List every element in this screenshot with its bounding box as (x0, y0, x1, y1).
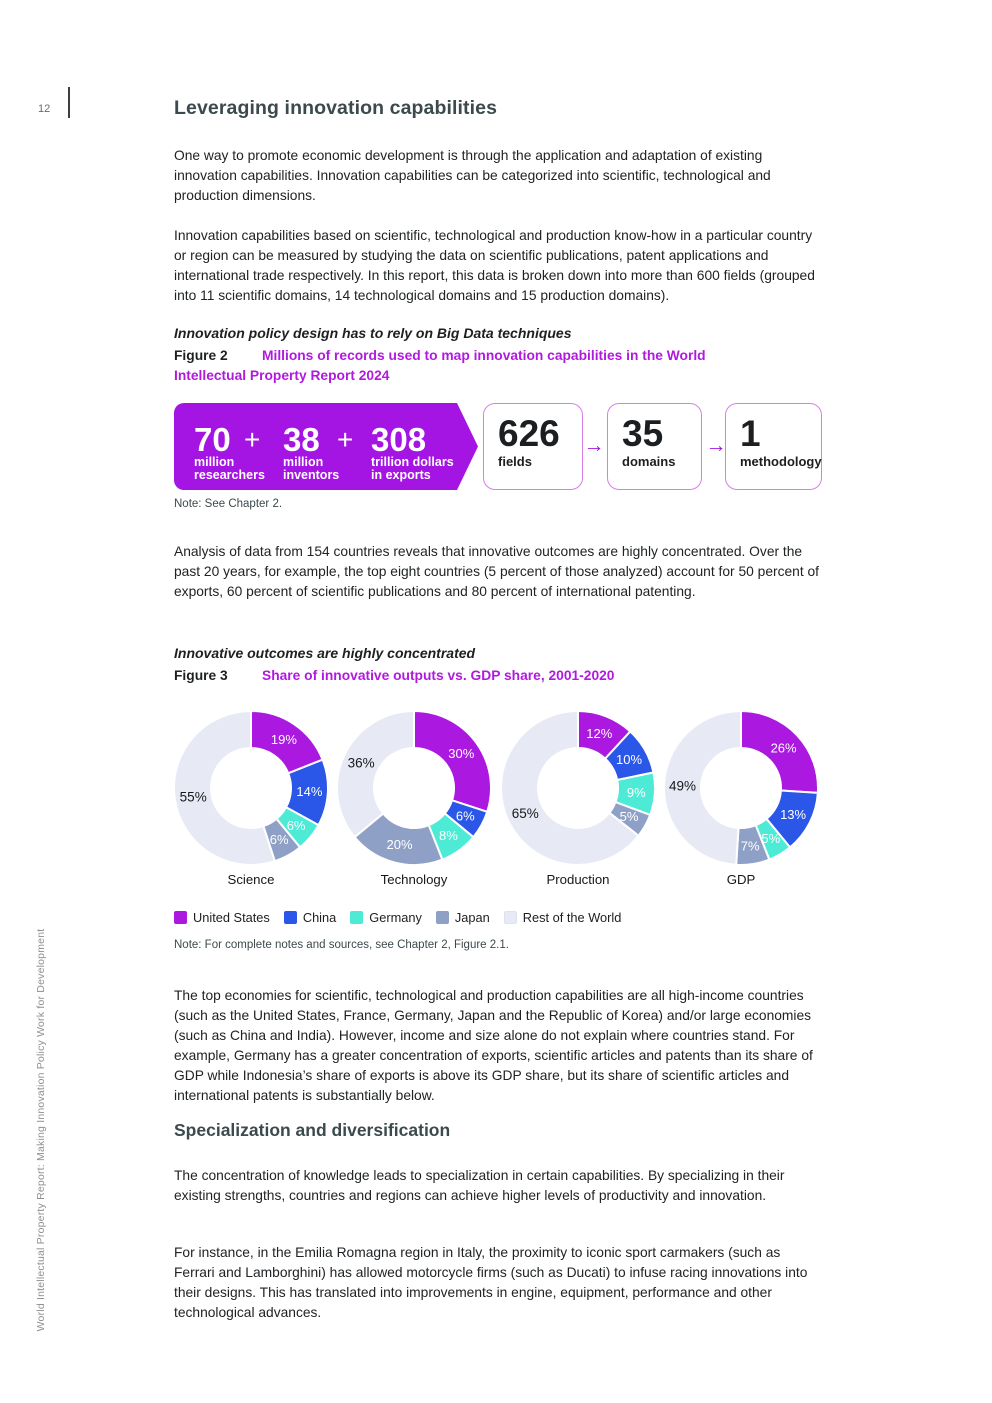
figure2-note: Note: See Chapter 2. (174, 498, 283, 510)
fields-label: fields (498, 454, 532, 469)
slice-value-label: 8% (439, 828, 458, 843)
fields-count: 626 (498, 413, 560, 454)
legend-item-rest-of-world: Rest of the World (503, 910, 621, 925)
slice-value-label: 6% (456, 809, 475, 824)
right-arrow-icon: → (705, 434, 727, 457)
stat-inventors-value: 38 (283, 421, 320, 458)
figure3-donut-charts: 19% 14% 6% 6% 55% 30% 6% 8% 20% 36% 12% 10% 9% 5% 65% 2… (174, 705, 822, 895)
chart-label-science: Science (227, 872, 275, 887)
plus-sign: + (244, 424, 261, 455)
legend-item-germany: Germany (350, 910, 422, 925)
legend-item-china: China (283, 910, 336, 925)
domains-box: 35 domains (607, 403, 702, 490)
figure3-kicker: Innovative outcomes are highly concentra… (174, 645, 476, 661)
legend-swatch-germany (350, 911, 364, 924)
paragraph-1: One way to promote economic development … (174, 148, 771, 203)
stat-researchers-label: million researchers (194, 455, 265, 482)
stat-exports-label: trillion dollars in exports (371, 455, 454, 482)
donut-slice-technology-rest-of-the-world (336, 710, 415, 839)
figure3-caption: Figure 3 Share of innovative outputs vs. … (174, 666, 822, 686)
domains-count: 35 (622, 413, 664, 454)
chart-label-technology: Technology (380, 872, 448, 887)
paragraph-3: Analysis of data from 154 countries reve… (174, 544, 819, 599)
slice-value-label: 6% (270, 832, 289, 847)
legend-item-united-states: United States (174, 910, 270, 925)
right-arrow-icon: → (583, 434, 605, 457)
slice-value-label: 65% (512, 806, 539, 821)
section-heading-leveraging: Leveraging innovation capabilities (174, 97, 498, 119)
slice-value-label: 10% (616, 752, 642, 767)
slice-value-label: 14% (296, 784, 322, 799)
slice-value-label: 9% (627, 785, 646, 800)
fields-box: 626 fields (483, 403, 583, 490)
donut-slice-gdp-rest-of-the-world (662, 710, 742, 866)
stat-researchers-value: 70 (194, 421, 231, 458)
donut-slice-technology-united-states (413, 710, 492, 813)
plus-sign: + (337, 424, 354, 455)
figure2-caption: Figure 2 Millions of records used to map … (174, 346, 822, 386)
slice-value-label: 6% (287, 818, 306, 833)
donut-slice-gdp-united-states (740, 710, 819, 794)
slice-value-label: 20% (386, 837, 412, 852)
report-title-vertical: World Intellectual Property Report: Maki… (35, 928, 47, 1332)
margin-rule (68, 87, 70, 118)
chart-label-gdp: GDP (726, 872, 756, 887)
purple-arrow-banner (174, 403, 478, 490)
figure2-kicker: Innovation policy design has to rely on … (174, 325, 572, 341)
methodology-label: methodology (740, 454, 822, 469)
section-heading-specialization: Specialization and diversification (174, 1120, 451, 1140)
slice-value-label: 49% (669, 779, 696, 794)
donut-chart-canvas: 19%14%6%6%55%30%6%8%20%36%12%10%9%5%65%2… (174, 710, 819, 866)
chart-legend: United States China Germany Japan Rest o… (174, 910, 822, 925)
figure3-note: Note: For complete notes and sources, se… (174, 939, 509, 951)
stat-inventors-label: million inventors (283, 455, 340, 482)
slice-value-label: 55% (180, 790, 207, 805)
slice-value-label: 19% (271, 732, 297, 747)
legend-swatch-united-states (174, 911, 187, 924)
legend-swatch-china (283, 911, 297, 924)
paragraph-6: For instance, in the Emilia Romagna regi… (174, 1245, 808, 1320)
paragraph-5: The concentration of knowledge leads to … (174, 1168, 785, 1203)
page-content: Leveraging innovation capabilities One w… (174, 0, 822, 1403)
methodology-count: 1 (740, 413, 761, 454)
figure2-title-line2: Intellectual Property Report 2024 (174, 368, 390, 383)
paragraph-4: The top economies for scientific, techno… (174, 988, 813, 1103)
legend-item-japan: Japan (435, 910, 490, 925)
page-number: 12 (38, 103, 51, 115)
stat-exports-value: 308 (371, 421, 427, 458)
donut-slice-production-rest-of-the-world (500, 710, 640, 866)
slice-value-label: 7% (741, 838, 760, 853)
slice-value-label: 5% (620, 809, 639, 824)
figure2-title-line1: Millions of records used to map innovati… (262, 348, 706, 363)
slice-value-label: 13% (780, 807, 806, 822)
slice-value-label: 30% (448, 746, 474, 761)
paragraph-2: Innovation capabilities based on scienti… (174, 228, 815, 303)
domains-label: domains (622, 454, 676, 469)
figure2-graphic: 70 million researchers + 38 million inve… (174, 403, 822, 490)
slice-value-label: 36% (348, 756, 375, 771)
figure2-label: Figure 2 (174, 348, 228, 363)
donut-slice-science-rest-of-the-world (174, 710, 276, 866)
figure3-title: Share of innovative outputs vs. GDP shar… (262, 668, 615, 683)
chart-label-production: Production (546, 872, 610, 887)
slice-value-label: 5% (761, 831, 780, 846)
legend-swatch-japan (435, 911, 449, 924)
legend-swatch-rest-of-world (503, 911, 517, 924)
methodology-box: 1 methodology (725, 403, 822, 490)
slice-value-label: 26% (771, 741, 797, 756)
slice-value-label: 12% (586, 726, 612, 741)
figure3-label: Figure 3 (174, 668, 228, 683)
